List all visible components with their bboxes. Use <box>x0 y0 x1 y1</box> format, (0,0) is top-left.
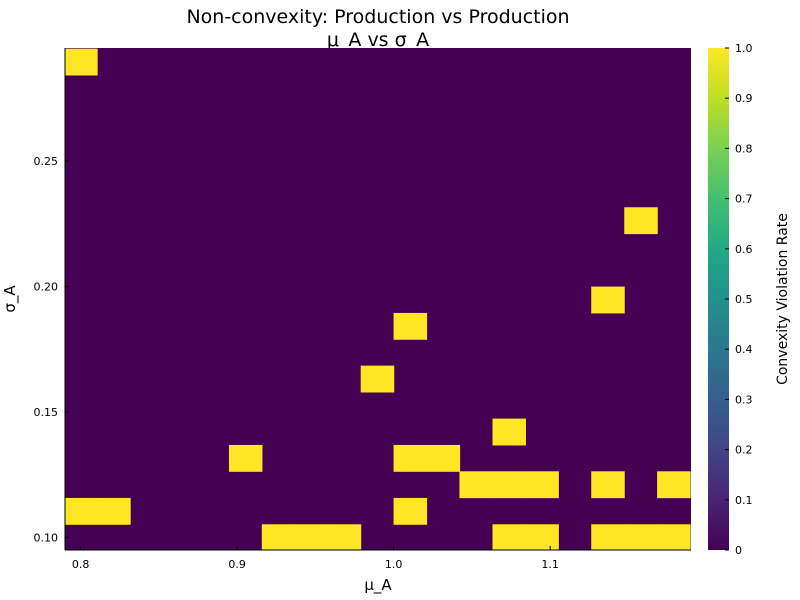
colorbar-ticks: 0 0.1 0.2 0.3 0.4 0.5 0.6 0.7 0.8 0.9 1.0 <box>725 42 753 557</box>
y-tick-label: 0.10 <box>34 531 59 544</box>
colorbar-tick-label: 0.4 <box>735 343 753 356</box>
colorbar-tick-label: 1.0 <box>735 42 753 55</box>
x-tick-label: 0.9 <box>228 558 246 571</box>
x-tick-label: 0.8 <box>72 558 90 571</box>
colorbar-tick-label: 0.9 <box>735 92 753 105</box>
y-ticks: 0.10 0.15 0.20 0.25 <box>34 155 69 544</box>
heatmap-cell <box>261 524 296 550</box>
heatmap-cell <box>360 365 395 393</box>
heatmap-cell <box>426 444 461 472</box>
heatmap-cell <box>65 497 98 525</box>
y-axis-label: σ_A <box>1 285 20 313</box>
colorbar-tick-label: 0.7 <box>735 193 753 206</box>
y-tick-label: 0.15 <box>34 406 59 419</box>
heatmap-cell <box>393 444 428 472</box>
colorbar-tick-label: 0.1 <box>735 494 753 507</box>
heatmap-cell <box>327 524 362 550</box>
heatmap-cell <box>525 524 559 550</box>
heatmap-cell <box>591 524 625 550</box>
heatmap-cell <box>393 497 428 525</box>
heatmap-cell <box>624 524 658 550</box>
plot-background <box>65 48 691 550</box>
heatmap-cell <box>459 471 493 499</box>
colorbar-tick-label: 0.8 <box>735 142 753 155</box>
heatmap-cell <box>591 471 625 499</box>
heatmap-cell <box>492 471 527 499</box>
heatmap-cell <box>393 312 428 340</box>
colorbar <box>708 48 729 550</box>
x-tick-label: 1.0 <box>385 558 403 571</box>
colorbar-tick-label: 0 <box>735 544 742 557</box>
heatmap-cell <box>65 48 98 76</box>
heatmap-cell <box>492 524 527 550</box>
chart-title-line2: μ_A vs σ_A <box>327 29 429 51</box>
colorbar-label: Convexity Violation Rate <box>775 213 791 385</box>
heatmap-cell <box>624 207 658 235</box>
x-axis-label: μ_A <box>364 576 392 595</box>
y-tick-label: 0.20 <box>34 280 59 293</box>
colorbar-tick-label: 0.3 <box>735 393 753 406</box>
heatmap-cell <box>97 497 131 525</box>
y-tick-label: 0.25 <box>34 155 59 168</box>
heatmap-cell <box>591 286 625 314</box>
heatmap-cell <box>525 471 559 499</box>
heatmap-cell <box>657 524 691 550</box>
chart-title-line1: Non-convexity: Production vs Production <box>186 6 569 28</box>
heatmap-cells <box>65 48 691 550</box>
colorbar-tick-label: 0.5 <box>735 293 753 306</box>
x-ticks: 0.8 0.9 1.0 1.1 <box>72 546 559 571</box>
colorbar-tick-label: 0.2 <box>735 444 753 457</box>
colorbar-tick-label: 0.6 <box>735 243 753 256</box>
heatmap-cell <box>228 444 263 472</box>
heatmap-cell <box>294 524 329 550</box>
heatmap-cell <box>492 418 527 446</box>
heatmap-cell <box>657 471 691 499</box>
x-tick-label: 1.1 <box>541 558 559 571</box>
